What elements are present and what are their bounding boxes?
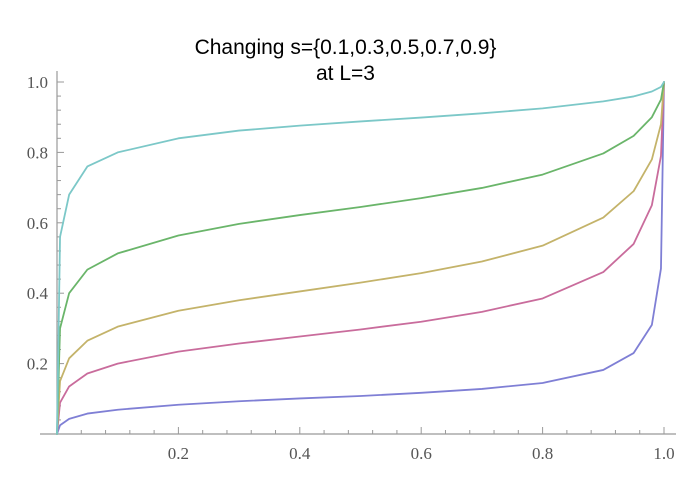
series-line-5 bbox=[56, 81, 665, 435]
x-tick-label: 0.6 bbox=[411, 444, 432, 463]
x-tick-label: 1.0 bbox=[653, 444, 674, 463]
series-line-1 bbox=[56, 81, 665, 435]
y-tick-label: 0.4 bbox=[27, 284, 49, 303]
series-line-2 bbox=[56, 81, 665, 435]
y-tick-label: 1.0 bbox=[27, 73, 48, 92]
y-tick-label: 0.8 bbox=[27, 143, 48, 162]
x-tick-label: 0.8 bbox=[532, 444, 553, 463]
y-tick-label: 0.6 bbox=[27, 214, 48, 233]
chart-title-line-1: Changing s={0.1,0.3,0.5,0.7,0.9} bbox=[194, 36, 497, 59]
x-tick-label: 0.4 bbox=[289, 444, 311, 463]
chart-title-line-2: at L=3 bbox=[316, 62, 375, 85]
x-tick-label: 0.2 bbox=[168, 444, 189, 463]
series-line-3 bbox=[56, 81, 665, 435]
y-tick-label: 0.2 bbox=[27, 355, 48, 374]
series-line-4 bbox=[56, 81, 665, 435]
